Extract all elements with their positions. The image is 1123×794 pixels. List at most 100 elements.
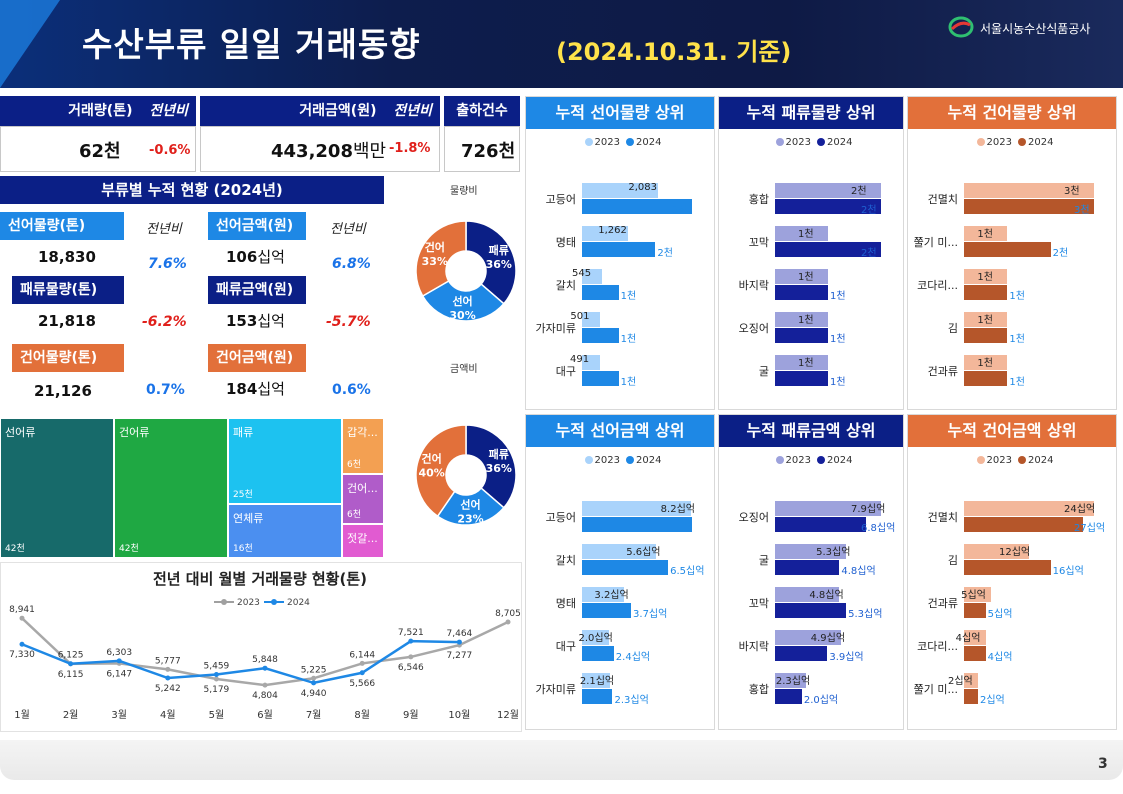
bar-data-label-2023: 8.2십억: [660, 504, 695, 515]
legend-label: 2023: [785, 455, 811, 466]
bar-data-label-2024: 16십억: [1052, 566, 1084, 577]
bar-2023: [964, 269, 1008, 284]
bar-data-label-2024: 4십억: [987, 652, 1013, 663]
data-label-2024: 6,125: [58, 651, 84, 661]
data-label-2023: 8,705: [495, 609, 521, 619]
bar-data-label-2024: 5.3십억: [848, 609, 883, 620]
data-label-2024: 5,459: [204, 661, 230, 671]
treemap-tile-name: 패류: [233, 426, 254, 439]
ranking-panel-title: 누적 건어금액 상위: [908, 415, 1116, 447]
volume-donut-slice-0: [465, 220, 517, 305]
bar-data-label-2024: 1천: [830, 377, 846, 388]
line-legend-marker-0: [221, 599, 227, 605]
line-chart-title: 전년 대비 월별 거래물량 현황(톤): [152, 570, 367, 588]
volume-donut-slice-pct-2: 33%: [422, 255, 448, 268]
legend-label: 2024: [636, 455, 662, 466]
bar-data-label-2023: 1천: [798, 272, 814, 283]
data-label-2024: 5,242: [155, 684, 181, 694]
legend-dot: [817, 138, 825, 146]
ranking-panel-title: 누적 선어물량 상위: [526, 97, 714, 129]
bar-data-label-2024: 3.9십억: [829, 652, 864, 663]
bar-2024: [582, 328, 619, 343]
bar-2024: [582, 199, 692, 214]
x-tick-label: 3월: [111, 709, 127, 721]
series-point-2024: [311, 680, 317, 686]
bar-category-label: 명태: [555, 597, 576, 610]
volume-donut-slice-name-0: 패류: [489, 243, 509, 257]
bar-category-label: 오징어: [738, 322, 769, 335]
bar-2023: [775, 183, 881, 198]
bar-data-label-2024: 5십억: [987, 609, 1013, 620]
amount-donut-slice-2: [415, 424, 467, 518]
bar-2023: [775, 312, 828, 327]
bar-data-label-2023: 1천: [798, 358, 814, 369]
bar-data-label-2023: 2십억: [948, 676, 973, 687]
bar-2024: [775, 689, 802, 704]
bar-data-label-2024: 1천: [1009, 334, 1025, 345]
bar-2024: [964, 285, 1008, 300]
amount-donut-slice-1: [436, 487, 505, 526]
org-name: 서울시농수산식품공사: [980, 22, 1091, 36]
bar-data-label-2024: 3.7십억: [633, 609, 668, 620]
bar-data-label-2023: 501: [570, 311, 590, 322]
treemap-tile: 선어류 42천: [0, 418, 114, 558]
treemap-tile: 젓갈...: [342, 524, 384, 558]
bar-data-label-2023: 4십억: [955, 633, 981, 644]
series-point-2024: [165, 675, 171, 681]
bar-data-label-2024: 27십억: [1074, 523, 1106, 534]
count-value: 726천: [461, 141, 516, 162]
header-banner: 수산부류 일일 거래동향 (2024.10.31. 기준) 서울시농수산식품공사: [0, 0, 1123, 88]
legend-label: 2023: [785, 137, 811, 148]
line-legend-label-1: 2024: [287, 598, 310, 608]
bar-2024: [582, 242, 656, 257]
bar-2024: [775, 603, 847, 618]
amount-donut-slice-name-0: 패류: [489, 447, 509, 461]
volume-yoy: -0.6%: [149, 143, 191, 158]
line-legend-label-0: 2023: [237, 598, 260, 608]
count-cell: 726천: [444, 126, 520, 172]
bar-2023: [582, 226, 629, 241]
series-point-2024: [456, 639, 462, 645]
bar-category-label: 쭐기 미...: [913, 236, 958, 249]
bar-data-label-2023: 2.1십억: [579, 676, 615, 687]
ranking-legend: 2023 2024: [908, 137, 1116, 148]
treemap-tile-value: 42천: [5, 544, 25, 554]
legend-label: 2023: [594, 455, 620, 466]
bar-2023: [582, 587, 625, 602]
x-tick-label: 2월: [63, 709, 79, 721]
page-title: 수산부류 일일 거래동향: [82, 25, 421, 64]
bar-category-label: 굴: [758, 365, 769, 378]
amount-donut-slice-name-1: 선어: [460, 498, 480, 512]
bar-data-label-2024: 1천: [830, 291, 846, 302]
data-label-2023: 7,277: [447, 651, 473, 661]
data-label-2023: 8,941: [9, 605, 35, 615]
bar-data-label-2024: 2천: [1052, 248, 1069, 259]
data-label-2024: 7,330: [9, 650, 35, 660]
bar-2023: [775, 630, 841, 645]
dry-volume-value: 21,126: [34, 382, 92, 400]
shell-amount-yoy: -5.7%: [326, 314, 371, 330]
data-label-2023: 5,777: [155, 656, 181, 666]
bar-category-label: 오징어: [738, 511, 769, 524]
amount-donut-slice-pct-0: 36%: [486, 462, 512, 475]
bar-category-label: 명태: [555, 236, 576, 249]
bar-data-label-2024: 2천: [657, 248, 673, 259]
bar-category-label: 고등어: [545, 511, 576, 524]
dry-amount-label: 건어금액(원): [208, 344, 306, 372]
bar-category-label: 꼬막: [748, 597, 769, 610]
bar-data-label-2023: 1천: [798, 229, 814, 240]
bar-category-label: 바지락: [738, 640, 769, 653]
yoy-header-2: 전년비: [330, 222, 366, 237]
bar-data-label-2023: 2.3십억: [775, 676, 811, 687]
legend-dot: [626, 456, 634, 464]
bar-data-label-2024: 2천: [861, 248, 877, 259]
bar-2024: [775, 560, 840, 575]
bar-category-label: 갈치: [555, 279, 576, 292]
ranking-panel: 누적 건어금액 상위 2023 2024 건멸치 24십억 27십억 김 12십억 16십억 건과…: [907, 414, 1117, 730]
series-point-2023: [311, 675, 317, 681]
fresh-amount-value: 106십억: [226, 246, 285, 267]
bar-data-label-2023: 1천: [977, 315, 993, 326]
bar-data-label-2024: 1천: [1009, 291, 1025, 302]
bar-data-label-2024: 6.5십억: [670, 566, 705, 577]
